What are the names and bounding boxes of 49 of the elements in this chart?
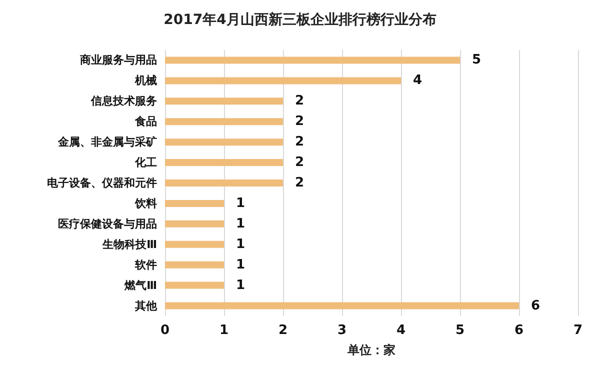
bar: [165, 159, 283, 166]
bar: [165, 98, 283, 105]
bar: [165, 302, 519, 310]
x-tick-label: 5: [455, 323, 465, 338]
y-tick-label: 金属、非金属与采矿: [57, 136, 157, 149]
y-tick-label: 食品: [134, 115, 157, 128]
data-label: 6: [531, 298, 540, 314]
data-label: 2: [295, 155, 304, 170]
data-label: 2: [295, 114, 304, 130]
y-tick-label: 机械: [134, 74, 157, 88]
data-label: 4: [413, 73, 422, 88]
data-label: 1: [236, 257, 246, 272]
data-label: 1: [236, 236, 246, 252]
x-tick-label: 0: [160, 323, 170, 338]
bar: [165, 77, 401, 84]
x-tick-label: 1: [219, 323, 229, 338]
y-tick-label: 燃气Ⅲ: [124, 278, 157, 292]
data-label: 2: [295, 134, 304, 150]
data-label: 1: [236, 216, 246, 232]
bar: [165, 240, 224, 248]
data-label: 2: [295, 176, 304, 190]
y-tick-label: 其他: [134, 299, 158, 312]
bar: [165, 180, 283, 186]
x-tick-label: 3: [337, 323, 347, 338]
y-tick-label: 商业服务与用品: [79, 54, 157, 67]
chart-title: 2017年4月山西新三板企业排行榜行业分布: [164, 11, 436, 28]
bar: [165, 220, 224, 228]
x-tick-label: 7: [573, 323, 583, 338]
y-tick-label: 软件: [134, 258, 157, 272]
bar: [165, 282, 224, 289]
x-tick-label: 2: [278, 323, 288, 338]
bar: [165, 118, 283, 126]
y-tick-label: 饮料: [134, 196, 157, 210]
bar: [165, 56, 460, 64]
y-tick-label: 电子设备、仪器和元件: [47, 176, 157, 190]
y-tick-label: 医疗保健设备与用品: [58, 217, 157, 230]
y-tick-label: 信息技术服务: [90, 94, 157, 108]
bar: [165, 200, 224, 207]
x-tick-label: 6: [514, 323, 524, 338]
bar: [165, 261, 224, 268]
y-tick-label: 生物科技Ⅲ: [102, 238, 157, 251]
x-tick-label: 4: [396, 323, 406, 338]
data-label: 1: [236, 278, 246, 293]
data-label: 5: [472, 52, 482, 68]
bar: [165, 138, 283, 146]
y-tick-label: 化工: [134, 156, 157, 170]
data-label: 1: [236, 196, 246, 211]
data-label: 2: [295, 94, 304, 109]
x-axis-title: 单位：家: [346, 343, 396, 357]
